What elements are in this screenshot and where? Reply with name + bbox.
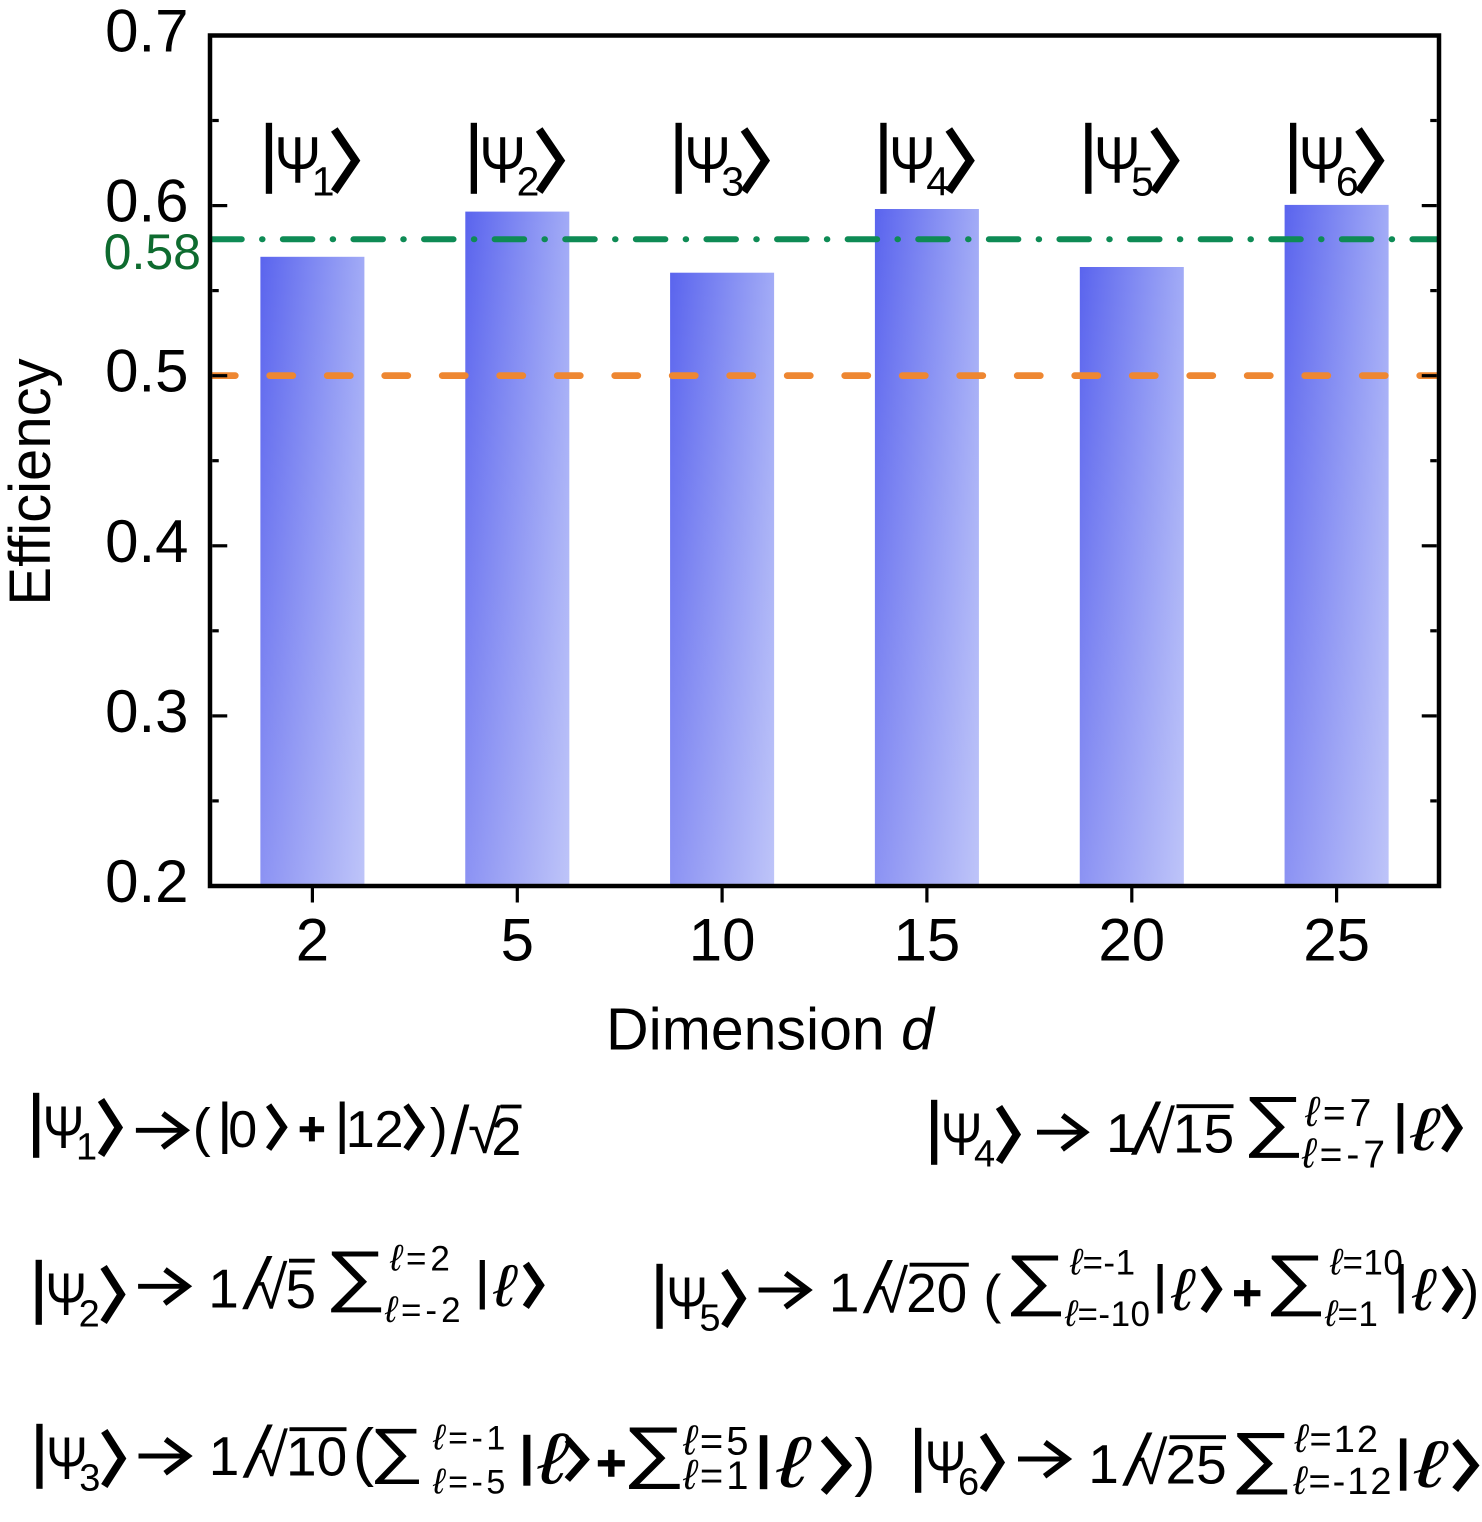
- svg-text:ℓ=12: ℓ=12: [1294, 1417, 1380, 1461]
- svg-text:ℓ=1: ℓ=1: [1324, 1293, 1378, 1334]
- svg-text:0.2: 0.2: [105, 848, 188, 915]
- svg-text:6: 6: [1336, 159, 1359, 205]
- svg-text:Ψ: Ψ: [941, 1101, 983, 1168]
- svg-text:Ψ: Ψ: [46, 1425, 88, 1492]
- svg-text:5: 5: [501, 907, 534, 974]
- svg-text:/: /: [451, 1092, 470, 1168]
- svg-text:): ): [430, 1098, 448, 1158]
- svg-text:6: 6: [958, 1462, 979, 1504]
- svg-text:ℓ: ℓ: [492, 1253, 518, 1319]
- svg-text:Ψ: Ψ: [275, 124, 322, 197]
- svg-text:∑: ∑: [1265, 1241, 1327, 1317]
- svg-text:Ψ: Ψ: [666, 1265, 708, 1332]
- svg-text:ℓ: ℓ: [1411, 1257, 1437, 1323]
- svg-text:Ψ: Ψ: [45, 1261, 87, 1328]
- svg-text:1: 1: [312, 159, 335, 205]
- svg-text:Ψ: Ψ: [1299, 124, 1346, 197]
- svg-text:∑: ∑: [1005, 1241, 1067, 1317]
- svg-text:0.4: 0.4: [105, 508, 188, 575]
- svg-text:√: √: [1142, 1099, 1175, 1166]
- svg-text:∑: ∑: [1243, 1082, 1305, 1158]
- svg-text:ℓ=-10: ℓ=-10: [1064, 1293, 1151, 1334]
- svg-text:10: 10: [689, 907, 756, 974]
- svg-text:1: 1: [829, 1262, 860, 1324]
- svg-text:ℓ=-7: ℓ=-7: [1301, 1130, 1389, 1177]
- svg-text:0.6: 0.6: [105, 168, 188, 235]
- svg-text:): ): [1461, 1260, 1479, 1320]
- svg-text:ℓ=10: ℓ=10: [1329, 1242, 1403, 1283]
- svg-text:20: 20: [906, 1262, 967, 1324]
- svg-text:4: 4: [974, 1134, 995, 1176]
- svg-text:1: 1: [208, 1258, 239, 1320]
- svg-text:√: √: [1135, 1430, 1168, 1497]
- svg-text:5: 5: [286, 1258, 317, 1320]
- svg-text:3: 3: [721, 159, 744, 205]
- svg-text:10: 10: [286, 1426, 347, 1488]
- svg-text:2: 2: [491, 1107, 521, 1167]
- svg-text:√: √: [875, 1259, 908, 1326]
- svg-text:(: (: [353, 1415, 374, 1487]
- svg-text:25: 25: [1166, 1434, 1227, 1496]
- svg-text:Ψ: Ψ: [684, 124, 731, 197]
- svg-text:∑: ∑: [1230, 1418, 1293, 1495]
- svg-text:Ψ: Ψ: [43, 1094, 85, 1161]
- svg-text:Ψ: Ψ: [925, 1429, 967, 1496]
- svg-text:2: 2: [517, 159, 540, 205]
- svg-text:ℓ: ℓ: [537, 1419, 571, 1499]
- svg-text:√: √: [255, 1255, 288, 1322]
- svg-text:1: 1: [209, 1425, 240, 1487]
- svg-text:ℓ: ℓ: [1413, 1428, 1449, 1501]
- svg-text:0.3: 0.3: [105, 678, 188, 745]
- svg-text:20: 20: [1098, 907, 1165, 974]
- svg-text:(: (: [983, 1265, 1001, 1325]
- svg-text:2: 2: [79, 1294, 100, 1336]
- svg-text:Ψ: Ψ: [889, 124, 936, 197]
- svg-text:ℓ=-1: ℓ=-1: [1069, 1242, 1136, 1283]
- svg-text:ℓ=1: ℓ=1: [682, 1451, 751, 1498]
- svg-text:ℓ: ℓ: [1409, 1097, 1441, 1164]
- svg-text:∑: ∑: [623, 1412, 686, 1489]
- svg-text:Ψ: Ψ: [1094, 124, 1141, 197]
- svg-text:Efficiency: Efficiency: [0, 358, 63, 605]
- svg-text:√: √: [255, 1422, 288, 1489]
- svg-text:ℓ=-12: ℓ=-12: [1293, 1459, 1394, 1503]
- svg-text:ℓ: ℓ: [1170, 1257, 1196, 1323]
- svg-text:ℓ=5: ℓ=5: [682, 1417, 751, 1464]
- svg-text:0.7: 0.7: [105, 0, 188, 65]
- svg-text:ℓ: ℓ: [775, 1423, 811, 1503]
- svg-text:∑: ∑: [369, 1415, 424, 1484]
- svg-text:√: √: [468, 1099, 501, 1166]
- svg-text:1: 1: [1106, 1102, 1137, 1164]
- svg-text:25: 25: [1303, 907, 1370, 974]
- svg-text:0: 0: [228, 1101, 257, 1159]
- svg-text:): ): [854, 1426, 875, 1498]
- svg-text:4: 4: [926, 159, 949, 205]
- svg-text:ℓ=-5: ℓ=-5: [432, 1461, 509, 1502]
- svg-text:ℓ=2: ℓ=2: [389, 1238, 454, 1279]
- svg-text:5: 5: [1131, 159, 1154, 205]
- svg-text:1: 1: [1088, 1433, 1119, 1495]
- svg-text:∑: ∑: [325, 1237, 387, 1313]
- svg-text:Ψ: Ψ: [479, 124, 526, 197]
- svg-text:5: 5: [699, 1298, 720, 1340]
- svg-text:Dimension d: Dimension d: [606, 997, 936, 1063]
- svg-text:15: 15: [894, 907, 961, 974]
- svg-text:2: 2: [296, 907, 329, 974]
- svg-text:ℓ=7: ℓ=7: [1304, 1088, 1375, 1135]
- svg-text:0.5: 0.5: [105, 338, 188, 405]
- svg-text:1: 1: [76, 1127, 97, 1169]
- svg-text:ℓ=-1: ℓ=-1: [432, 1417, 509, 1458]
- svg-text:15: 15: [1173, 1103, 1234, 1165]
- svg-text:3: 3: [79, 1458, 100, 1500]
- svg-text:12: 12: [346, 1101, 404, 1159]
- svg-text:ℓ=-2: ℓ=-2: [384, 1289, 465, 1330]
- svg-text:0.58: 0.58: [104, 224, 201, 280]
- svg-text:(: (: [193, 1098, 211, 1158]
